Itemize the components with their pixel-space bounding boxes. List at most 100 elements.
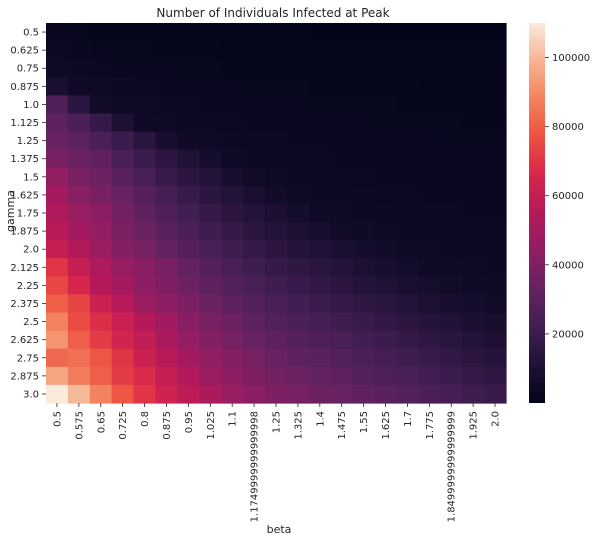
- heatmap-cell: [352, 312, 376, 332]
- heatmap-cell: [46, 294, 69, 314]
- heatmap-cell: [67, 276, 91, 296]
- heatmap-cell: [308, 131, 332, 151]
- x-tick-labels: 0.5 0.575 0.65 0.725 0.8 0.875 0.95 1.025 1.1 1.1…: [52, 403, 502, 522]
- heatmap-cell: [308, 366, 332, 386]
- y-tick-label: 1.875: [10, 227, 39, 238]
- heatmap-cell: [221, 366, 244, 386]
- heatmap-cell: [199, 276, 222, 296]
- heatmap-cell: [89, 294, 113, 314]
- heatmap-cell: [265, 149, 288, 169]
- heatmap-cell: [155, 167, 179, 187]
- x-tick-label: 0.725: [118, 411, 129, 440]
- heatmap-cell: [89, 330, 113, 350]
- x-tick-label: 1.775: [425, 411, 436, 440]
- heatmap-cell: [177, 348, 200, 368]
- heatmap-cell: [484, 23, 507, 42]
- heatmap-cell: [396, 59, 419, 78]
- heatmap-cell: [484, 222, 507, 241]
- heatmap-cell: [111, 276, 135, 296]
- heatmap-cell: [286, 330, 310, 350]
- heatmap-cell: [352, 95, 376, 115]
- heatmap-cell: [286, 366, 310, 386]
- heatmap-cell: [177, 203, 200, 223]
- heatmap-cell: [462, 23, 485, 42]
- heatmap-cell: [265, 294, 288, 314]
- heatmap-cell: [286, 59, 310, 78]
- heatmap-cell: [199, 59, 222, 78]
- heatmap-cell: [374, 348, 398, 368]
- heatmap-cell: [243, 330, 266, 350]
- heatmap-cell: [67, 258, 91, 277]
- heatmap-cell: [199, 77, 222, 96]
- heatmap-cell: [308, 312, 332, 332]
- heatmap-cell: [330, 384, 354, 404]
- heatmap-cell: [133, 77, 157, 96]
- heatmap-cell: [374, 294, 398, 314]
- heatmap-cell: [418, 366, 441, 386]
- heatmap-cell: [396, 348, 419, 368]
- heatmap-cell: [308, 222, 332, 241]
- heatmap-cell: [265, 258, 288, 277]
- heatmap-cell: [396, 222, 419, 241]
- x-tick-label: 2.0: [491, 411, 502, 427]
- heatmap-cell: [89, 312, 113, 332]
- heatmap-cell: [440, 59, 463, 78]
- heatmap-cell: [308, 384, 332, 404]
- heatmap-cell: [155, 312, 179, 332]
- heatmap-cell: [396, 240, 419, 259]
- heatmap-cell: [462, 113, 485, 133]
- heatmap-cell: [265, 167, 288, 187]
- heatmap-cell: [396, 294, 419, 314]
- heatmap-cell: [155, 203, 179, 223]
- heatmap-cell: [111, 185, 135, 205]
- heatmap-cell: [418, 59, 441, 78]
- heatmap-cell: [418, 222, 441, 241]
- heatmap-cell: [243, 240, 266, 259]
- heatmap-cell: [111, 294, 135, 314]
- heatmap-cell: [440, 23, 463, 42]
- heatmap-cell: [352, 59, 376, 78]
- heatmap-cell: [177, 240, 200, 259]
- heatmap-cell: [286, 23, 310, 42]
- heatmap-cell: [374, 222, 398, 241]
- heatmap-cell: [155, 384, 179, 404]
- heatmap-cell: [243, 131, 266, 151]
- x-tick-label: 1.925: [469, 411, 480, 440]
- heatmap-cell: [155, 113, 179, 133]
- heatmap-cell: [265, 131, 288, 151]
- heatmap-cell: [308, 95, 332, 115]
- heatmap-cell: [396, 312, 419, 332]
- heatmap-cell: [67, 294, 91, 314]
- heatmap-cell: [177, 276, 200, 296]
- heatmap-cell: [462, 167, 485, 187]
- heatmap-cell: [111, 203, 135, 223]
- heatmap-cell: [133, 258, 157, 277]
- heatmap-cell: [265, 185, 288, 205]
- x-tick-label: 0.575: [74, 411, 85, 440]
- y-tick-label: 2.75: [17, 353, 39, 364]
- y-tick-label: 2.125: [10, 263, 39, 274]
- heatmap-cell: [462, 312, 485, 332]
- heatmap-cell: [418, 203, 441, 223]
- heatmap-cell: [484, 366, 507, 386]
- heatmap-cell: [286, 258, 310, 277]
- y-tick-label: 0.75: [17, 64, 39, 75]
- heatmap-cell: [462, 222, 485, 241]
- heatmap-cell: [133, 113, 157, 133]
- heatmap-cell: [440, 330, 463, 350]
- heatmap-cell: [155, 222, 179, 241]
- heatmap-cell: [221, 330, 244, 350]
- heatmap-cell: [440, 203, 463, 223]
- y-tick-label: 1.625: [10, 190, 39, 201]
- heatmap-cell: [330, 167, 354, 187]
- heatmap-cell: [221, 95, 244, 115]
- heatmap-cell: [177, 330, 200, 350]
- x-tick-label: 0.5: [52, 411, 63, 427]
- heatmap-cell: [418, 167, 441, 187]
- heatmap-cell: [177, 384, 200, 404]
- heatmap-cell: [67, 59, 91, 78]
- heatmap-cell: [484, 294, 507, 314]
- heatmap-cell: [243, 258, 266, 277]
- heatmap-cell: [484, 59, 507, 78]
